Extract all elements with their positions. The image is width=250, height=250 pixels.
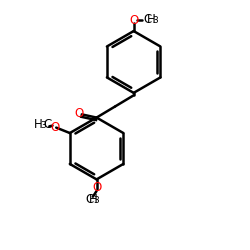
Text: O: O [74, 107, 84, 120]
Text: C: C [143, 13, 152, 26]
Text: H: H [88, 193, 97, 206]
Text: O: O [50, 120, 59, 134]
Text: 3: 3 [40, 121, 46, 130]
Text: O: O [92, 181, 101, 194]
Text: C: C [44, 118, 52, 131]
Text: 3: 3 [94, 196, 100, 205]
Text: H: H [34, 118, 43, 131]
Text: C: C [86, 193, 94, 206]
Text: H: H [147, 13, 156, 26]
Text: O: O [129, 14, 138, 27]
Text: 3: 3 [152, 16, 158, 25]
